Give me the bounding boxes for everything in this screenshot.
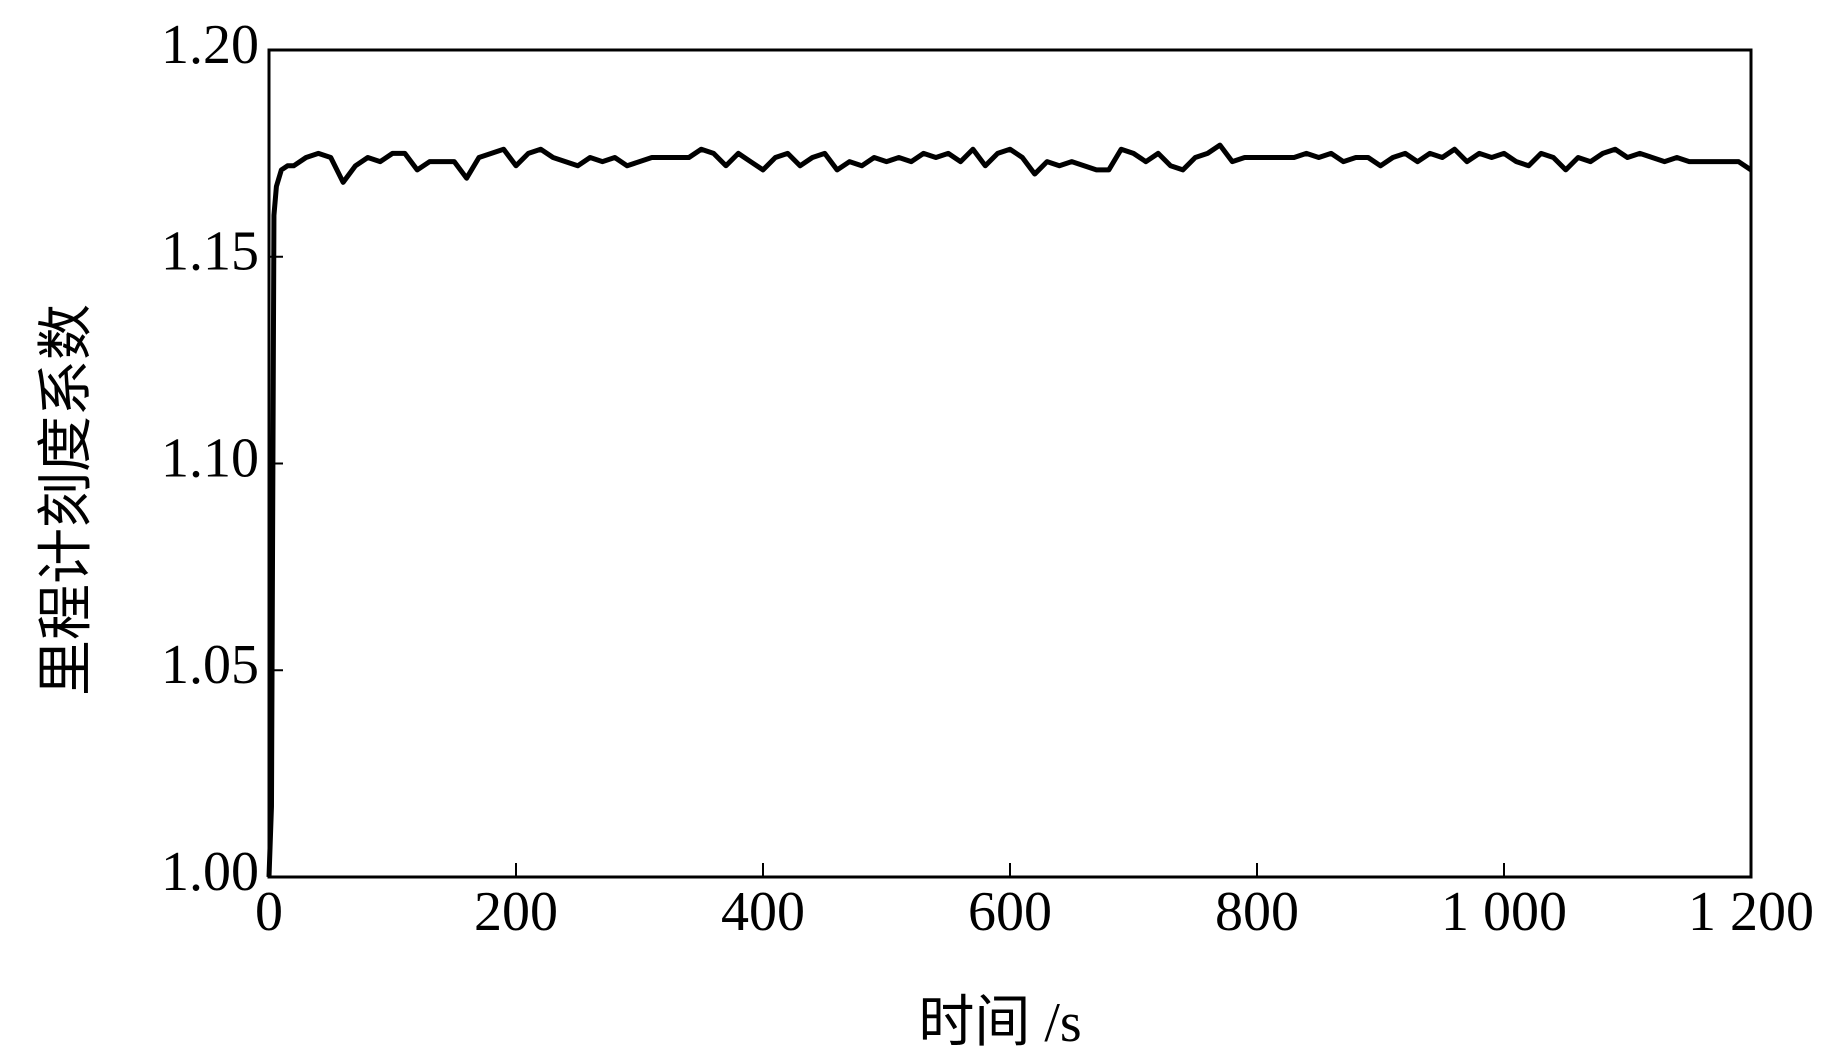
plot-frame	[267, 48, 1753, 879]
y-tick-label: 1.10	[161, 427, 259, 489]
y-tick-label: 1.15	[161, 221, 259, 283]
y-tick-label: 1.00	[161, 841, 259, 903]
x-tick-label: 200	[474, 881, 558, 943]
x-tick-label: 600	[968, 881, 1052, 943]
x-axis-label: 时间 /s	[918, 992, 1081, 1054]
y-axis-label: 里程计刻度系数	[36, 304, 98, 696]
x-tick-label: 1 000	[1441, 881, 1567, 943]
y-tick-label: 1.20	[161, 14, 259, 76]
x-tick-label: 400	[721, 881, 805, 943]
y-tick-label: 1.05	[161, 634, 259, 696]
x-tick-label: 800	[1215, 881, 1299, 943]
x-tick-label: 0	[255, 881, 283, 943]
x-tick-label: 1 200	[1688, 881, 1814, 943]
data-line	[266, 142, 1753, 878]
